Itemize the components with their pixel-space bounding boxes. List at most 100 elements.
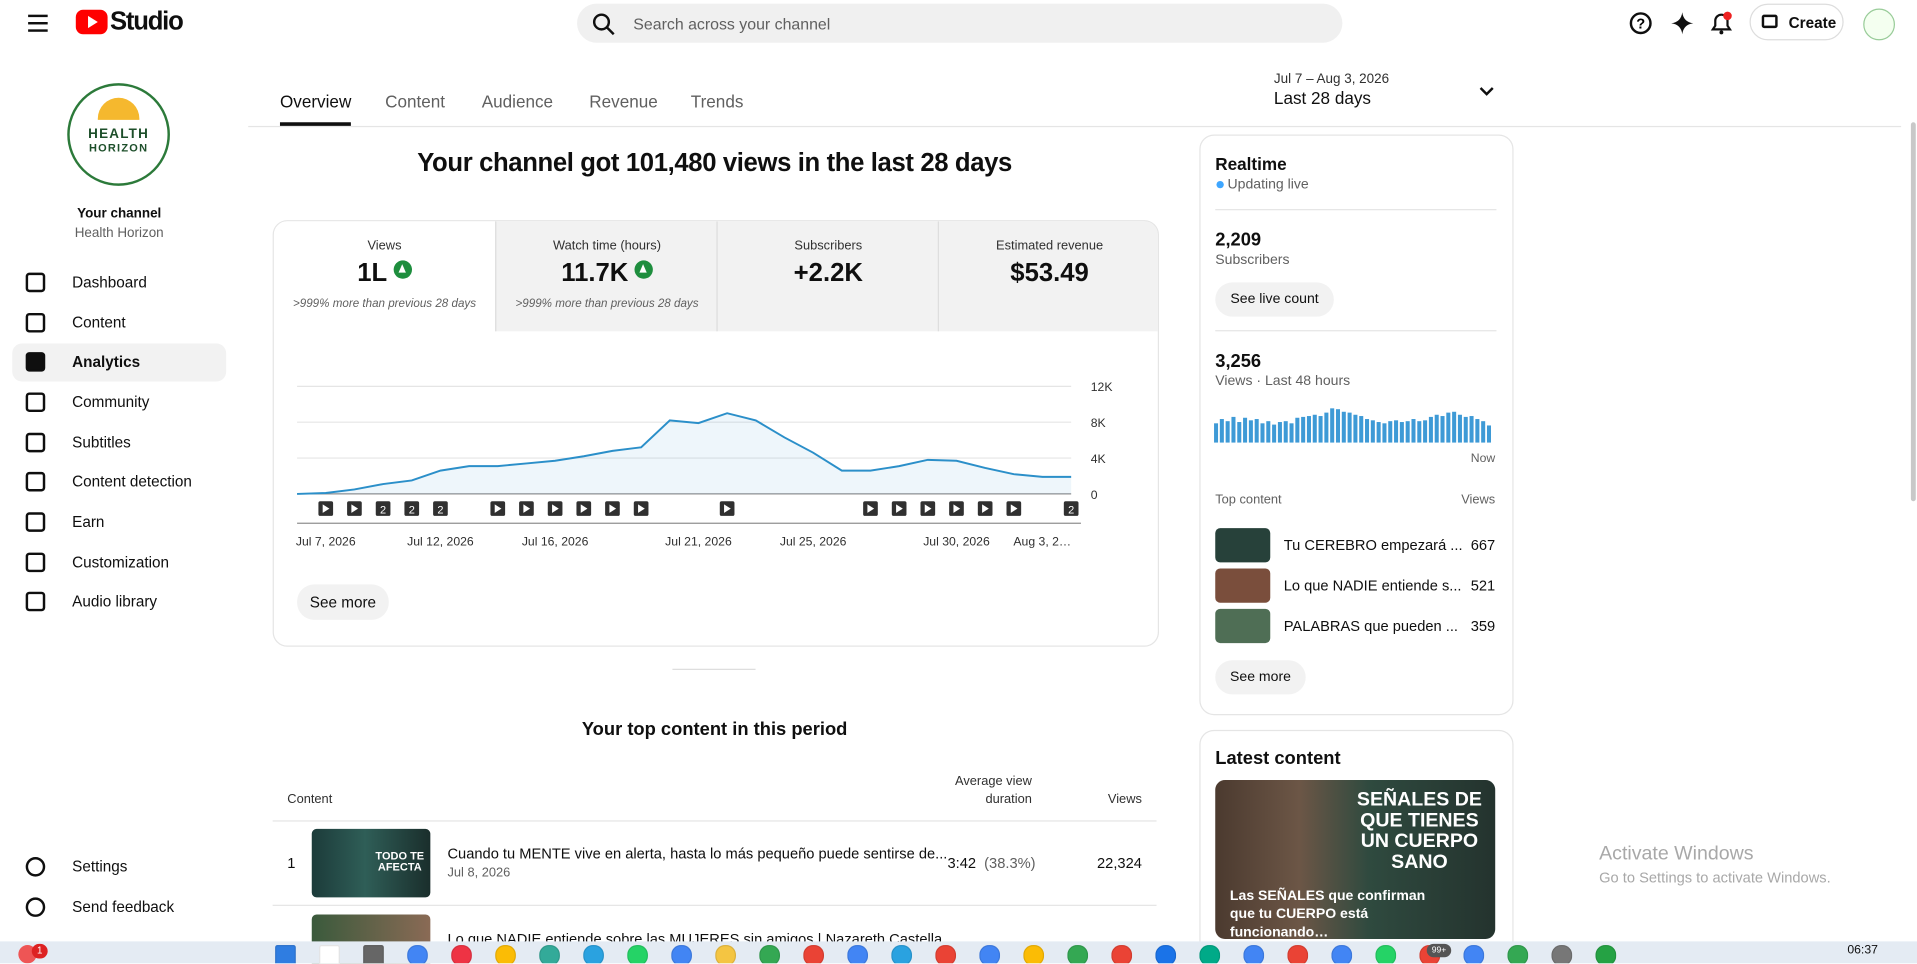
video-marker[interactable]: 2 (375, 501, 391, 516)
taskbar-icon[interactable] (1331, 945, 1353, 964)
scrollbar[interactable] (1910, 122, 1916, 502)
date-chevron[interactable] (1477, 83, 1497, 100)
taskbar-icon[interactable] (935, 945, 957, 964)
taskbar-icon[interactable] (759, 945, 781, 964)
nav-item[interactable]: Content (72, 314, 126, 332)
taskbar-icon[interactable] (539, 945, 560, 964)
nav-icon (25, 471, 46, 492)
help-icon[interactable]: ? (1628, 11, 1652, 35)
nav-item[interactable]: Send feedback (72, 898, 175, 916)
video-marker[interactable] (490, 501, 506, 516)
video-thumbnail[interactable] (1215, 608, 1271, 644)
tab[interactable]: Trends (690, 91, 744, 112)
taskbar-icon[interactable] (495, 945, 516, 964)
taskbar-icon[interactable] (319, 945, 340, 964)
video-marker[interactable] (633, 501, 649, 516)
nav-item[interactable]: Customization (72, 553, 169, 571)
metric-tile[interactable]: Subscribers +2.2K (716, 221, 938, 332)
video-marker[interactable] (1006, 501, 1022, 516)
create-button[interactable]: Create (1749, 3, 1844, 41)
taskbar-icon[interactable] (1287, 945, 1309, 964)
marker-count: 2 (380, 504, 386, 516)
taskbar-icon[interactable] (1375, 945, 1397, 964)
tab[interactable]: Content (385, 91, 446, 112)
taskbar-icon[interactable] (979, 945, 1001, 964)
taskbar-icon[interactable] (891, 945, 913, 964)
video-title[interactable]: Lo que NADIE entiende s... (1283, 577, 1462, 595)
taskbar-icon[interactable] (627, 945, 648, 964)
taskbar-icon[interactable] (715, 945, 736, 964)
video-marker[interactable]: 2 (433, 501, 448, 516)
taskbar-icon[interactable] (275, 945, 296, 964)
video-marker[interactable] (891, 501, 907, 516)
video-thumbnail[interactable] (1215, 528, 1271, 563)
menu-button[interactable] (28, 14, 48, 32)
clock: 06:37 (1847, 943, 1878, 958)
taskbar-icon[interactable] (1199, 945, 1221, 964)
taskbar-icon[interactable] (1067, 945, 1089, 964)
nav-item[interactable]: Content detection (72, 473, 192, 491)
nav-item[interactable]: Settings (72, 858, 128, 876)
views-column: Views (1461, 492, 1496, 508)
taskbar-icon[interactable] (407, 945, 428, 964)
tab[interactable]: Audience (481, 91, 554, 112)
taskbar-icon[interactable] (671, 945, 692, 964)
video-marker[interactable] (605, 501, 620, 516)
tab[interactable]: Overview (279, 91, 352, 112)
video-marker[interactable]: 2 (1063, 501, 1079, 516)
see-more-button[interactable]: See more (1215, 660, 1306, 695)
live-count-button[interactable]: See live count (1215, 282, 1334, 317)
sparkle-icon[interactable] (1670, 11, 1694, 35)
taskbar-icon[interactable] (363, 945, 384, 964)
taskbar-icon[interactable] (1507, 945, 1529, 964)
taskbar-icon[interactable] (451, 945, 472, 964)
taskbar-icon[interactable] (803, 945, 825, 964)
search-bar[interactable]: Search across your channel (577, 3, 1343, 43)
video-marker[interactable] (949, 501, 964, 516)
metric-tile[interactable]: Views 1L >999% more than previous 28 days (273, 221, 496, 332)
taskbar-icon[interactable] (1155, 945, 1177, 964)
video-marker[interactable] (863, 501, 878, 516)
nav-item[interactable]: Community (72, 393, 150, 411)
taskbar-icon[interactable] (847, 945, 869, 964)
hourly-bar (1353, 414, 1358, 443)
tab[interactable]: Revenue (589, 91, 658, 112)
nav-item[interactable]: Audio library (72, 592, 158, 611)
taskbar-icon[interactable] (1023, 945, 1045, 964)
video-title[interactable]: Cuando tu MENTE vive en alerta, hasta lo… (447, 844, 948, 862)
video-marker[interactable] (547, 501, 563, 516)
trend-up-icon (393, 260, 412, 279)
logo-icon[interactable] (75, 9, 108, 35)
taskbar-icon[interactable] (1243, 945, 1265, 964)
video-marker[interactable] (719, 501, 735, 516)
video-thumbnail[interactable] (1215, 568, 1271, 603)
metric-tile[interactable]: Estimated revenue $53.49 (937, 221, 1158, 332)
video-title[interactable]: Tu CEREBRO empezará ... (1283, 536, 1463, 554)
date-label[interactable]: Last 28 days (1273, 88, 1371, 108)
nav-item[interactable]: Subtitles (72, 434, 131, 452)
video-thumbnail[interactable]: TODO TE AFECTA (311, 828, 431, 898)
taskbar-icon[interactable] (583, 945, 604, 964)
video-marker[interactable] (576, 501, 592, 516)
account-avatar[interactable] (1863, 8, 1895, 41)
video-marker[interactable] (347, 501, 362, 516)
nav-icon (25, 392, 46, 413)
chevron (1479, 87, 1494, 96)
taskbar-icon[interactable] (1111, 945, 1133, 964)
video-marker[interactable] (318, 501, 334, 516)
video-marker[interactable] (920, 501, 936, 516)
taskbar-icon[interactable] (1463, 945, 1485, 964)
video-marker[interactable] (977, 501, 993, 516)
see-more-button[interactable]: See more (297, 584, 389, 620)
video-marker[interactable]: 2 (404, 501, 420, 516)
nav-item[interactable]: Analytics (72, 353, 141, 371)
nav-item[interactable]: Earn (72, 513, 105, 531)
metric-tile[interactable]: Watch time (hours) 11.7K >999% more than p… (495, 221, 717, 332)
taskbar-icon[interactable] (1595, 945, 1617, 964)
video-marker[interactable] (519, 501, 534, 516)
nav-item[interactable]: Dashboard (72, 273, 147, 291)
notifications-icon[interactable] (1708, 10, 1735, 37)
latest-thumbnail[interactable]: SEÑALES DE QUE TIENES UN CUERPO SANO Las… (1215, 780, 1496, 939)
taskbar-icon[interactable] (1551, 945, 1573, 964)
video-title[interactable]: PALABRAS que pueden ... (1283, 617, 1458, 635)
